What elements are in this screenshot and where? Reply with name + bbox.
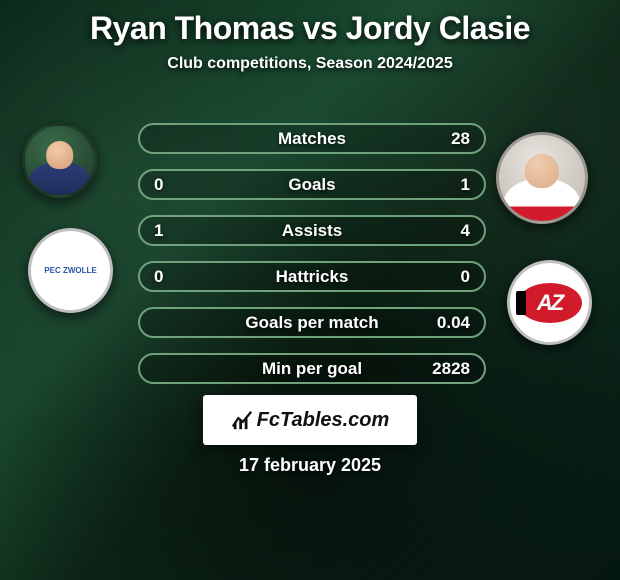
stat-row: Matches 28 (138, 123, 486, 154)
stat-right-value: 0 (461, 267, 470, 287)
az-text: AZ (537, 290, 562, 316)
stat-label: Goals (288, 175, 335, 195)
stat-right-value: 1 (461, 175, 470, 195)
pec-zwolle-text: PEC ZWOLLE (38, 261, 102, 281)
brand-plate: FcTables.com (203, 395, 417, 445)
stat-row: 0 Hattricks 0 (138, 261, 486, 292)
stat-right-value: 2828 (432, 359, 470, 379)
stats-container: Matches 28 0 Goals 1 1 Assists 4 0 Hattricks 0 Goal… (138, 123, 486, 399)
stat-label: Hattricks (276, 267, 349, 287)
stat-label: Assists (282, 221, 342, 241)
stat-label: Goals per match (245, 313, 378, 333)
stat-right-value: 28 (451, 129, 470, 149)
page-title: Ryan Thomas vs Jordy Clasie (0, 0, 620, 47)
stat-left-value: 0 (154, 267, 163, 287)
az-logo-shape: AZ (518, 283, 582, 323)
stat-row: Goals per match 0.04 (138, 307, 486, 338)
stat-label: Matches (278, 129, 346, 149)
stat-row: Min per goal 2828 (138, 353, 486, 384)
stat-right-value: 4 (461, 221, 470, 241)
chart-icon (231, 409, 253, 431)
right-club-logo: AZ (507, 260, 592, 345)
subtitle: Club competitions, Season 2024/2025 (0, 55, 620, 73)
stat-label: Min per goal (262, 359, 362, 379)
stat-right-value: 0.04 (437, 313, 470, 333)
left-club-logo: PEC ZWOLLE (28, 228, 113, 313)
brand-text: FcTables.com (257, 409, 390, 432)
stat-left-value: 0 (154, 175, 163, 195)
left-player-avatar (22, 123, 97, 198)
right-player-avatar (496, 132, 588, 224)
player-head-shape (46, 141, 74, 169)
stat-left-value: 1 (154, 221, 163, 241)
stat-row: 0 Goals 1 (138, 169, 486, 200)
date-text: 17 february 2025 (0, 455, 620, 476)
stat-row: 1 Assists 4 (138, 215, 486, 246)
player-head-shape (525, 154, 559, 188)
